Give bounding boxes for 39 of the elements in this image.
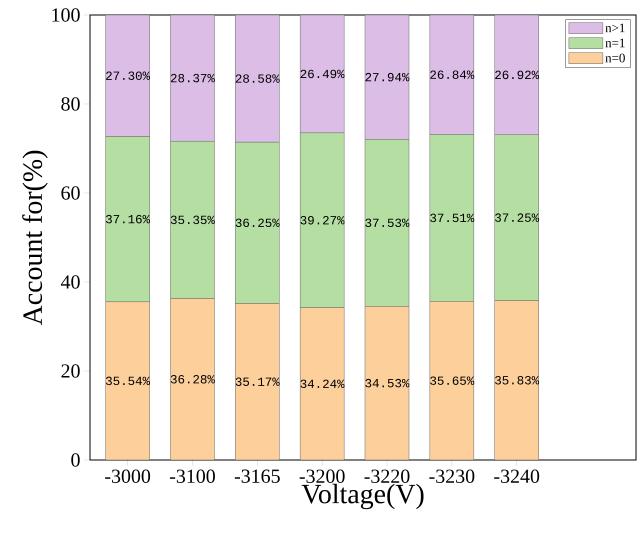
y-tick-label: 20 xyxy=(61,364,80,378)
data-label: 36.25% xyxy=(236,218,280,228)
data-label: 35.65% xyxy=(430,376,474,385)
data-label: 35.54% xyxy=(106,376,150,386)
x-axis-title: Voltage(V) xyxy=(302,484,424,510)
data-label: 35.35% xyxy=(170,216,215,224)
data-label: 34.53% xyxy=(365,378,410,388)
x-tick-label: -3200 xyxy=(300,470,345,483)
data-label: 27.30% xyxy=(106,72,150,80)
y-tick-label: 100 xyxy=(52,8,80,22)
data-label: 27.94% xyxy=(365,72,410,82)
data-label: 37.51% xyxy=(430,214,474,222)
x-tick-label: -3100 xyxy=(170,470,215,483)
y-tick-label: 60 xyxy=(61,186,80,200)
data-label: 37.53% xyxy=(365,218,410,228)
y-axis-title: Account for(%) xyxy=(22,150,48,326)
y-tick-label: 0 xyxy=(71,453,80,467)
y-tick-label: 80 xyxy=(61,97,80,111)
x-tick-label: -3240 xyxy=(494,470,540,483)
data-label: 34.24% xyxy=(300,380,345,388)
x-tick-label: -3165 xyxy=(234,470,280,483)
data-label: 26.92% xyxy=(495,70,540,80)
legend-label: n=1 xyxy=(605,38,625,48)
data-label: 28.58% xyxy=(236,74,280,83)
data-label: 37.25% xyxy=(495,213,540,222)
data-label: 35.83% xyxy=(495,376,540,384)
data-label: 26.49% xyxy=(300,70,345,78)
data-label: 39.27% xyxy=(300,216,345,224)
legend-label: n=0 xyxy=(605,54,625,62)
data-label: 26.84% xyxy=(430,70,474,79)
data-label: 28.37% xyxy=(170,74,215,82)
y-tick-label: 40 xyxy=(60,275,80,289)
data-label: 35.17% xyxy=(236,378,280,386)
legend-label: n>1 xyxy=(605,24,625,32)
data-label: 37.16% xyxy=(106,214,150,224)
data-label: 36.28% xyxy=(170,375,215,384)
x-tick-label: -3230 xyxy=(429,470,474,483)
x-tick-label: -3220 xyxy=(364,470,410,483)
x-tick-label: -3000 xyxy=(105,470,150,483)
